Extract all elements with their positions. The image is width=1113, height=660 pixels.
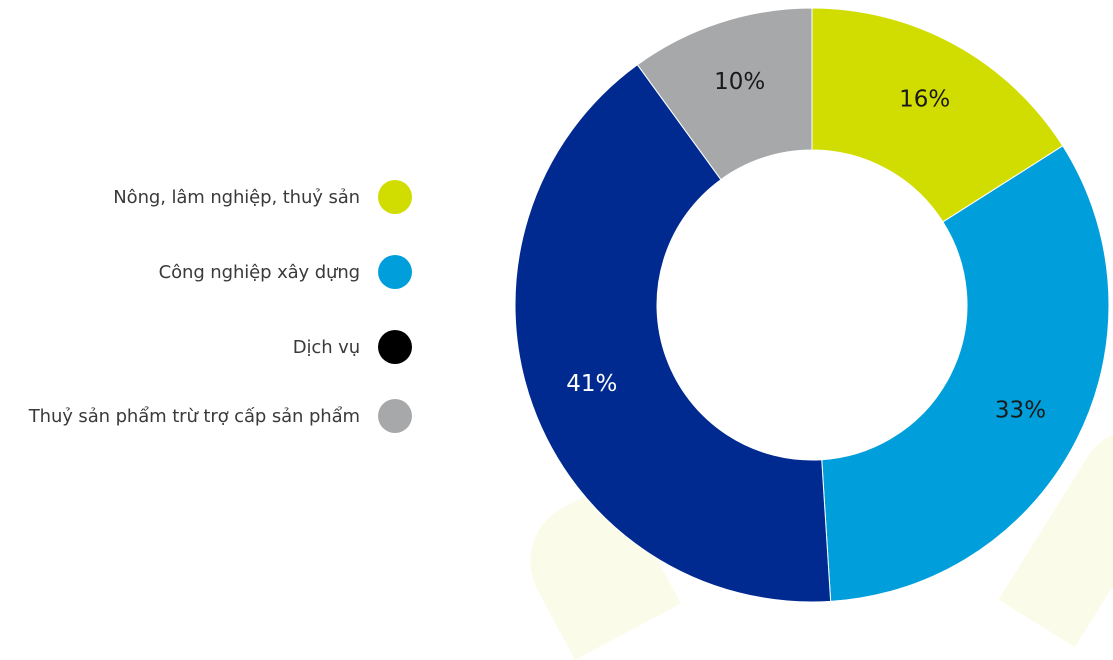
legend-item-2: Dịch vụ	[293, 329, 412, 365]
legend-swatch-2	[378, 330, 412, 364]
donut-slices	[514, 7, 1110, 602]
legend-swatch-3	[378, 399, 412, 433]
donut-slice-1	[821, 145, 1110, 602]
legend-item-0: Nông, lâm nghiệp, thuỷ sản	[113, 179, 412, 215]
slice-value-label-1: 33%	[995, 398, 1046, 424]
legend-label: Nông, lâm nghiệp, thuỷ sản	[113, 186, 360, 208]
donut-labels: 16% 33% 41% 10%	[566, 69, 1046, 424]
legend-label: Dịch vụ	[292, 336, 360, 358]
legend-item-3: Thuỷ sản phẩm trừ trợ cấp sản phẩm	[29, 398, 412, 434]
donut-chart: 16% 33% 41% 10%	[514, 7, 1110, 602]
chart-legend: Nông, lâm nghiệp, thuỷ sản Công nghiệp x…	[0, 0, 440, 602]
legend-label: Công nghiệp xây dựng	[158, 261, 360, 283]
legend-swatch-1	[378, 255, 412, 289]
slice-value-label-2: 41%	[566, 371, 617, 397]
slice-value-label-3: 10%	[714, 69, 765, 95]
slice-value-label-0: 16%	[899, 86, 950, 112]
legend-swatch-0	[378, 180, 412, 214]
legend-item-1: Công nghiệp xây dựng	[159, 254, 412, 290]
legend-label: Thuỷ sản phẩm trừ trợ cấp sản phẩm	[28, 405, 360, 427]
donut-slice-0	[811, 7, 1064, 223]
donut-slice-3	[636, 7, 813, 181]
donut-slice-2	[514, 64, 832, 602]
